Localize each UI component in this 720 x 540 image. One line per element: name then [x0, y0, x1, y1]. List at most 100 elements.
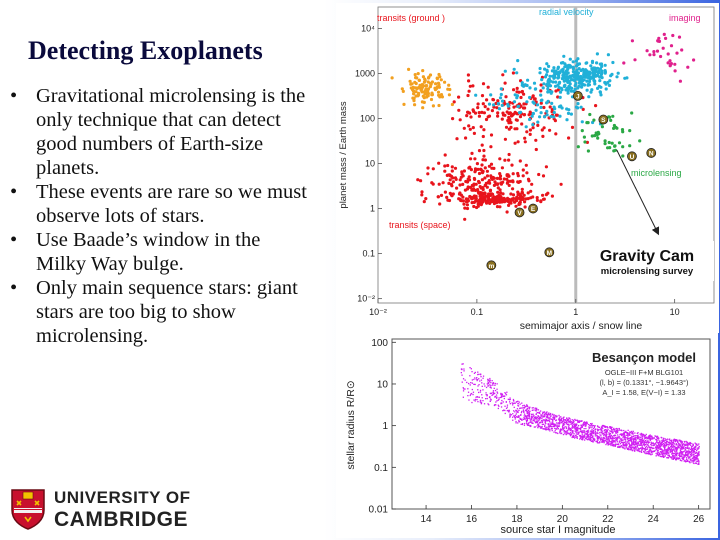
radial-velocity-point [545, 101, 549, 105]
radial-velocity-point [558, 90, 563, 94]
star-point [639, 433, 641, 435]
star-point [623, 445, 625, 447]
star-point [583, 421, 585, 424]
star-point [606, 437, 608, 439]
star-point [487, 382, 490, 385]
star-point [596, 441, 598, 443]
bullet-text: These events are rare so we must observe… [36, 181, 307, 227]
transit-space-point [507, 158, 511, 162]
star-point [697, 458, 699, 460]
star-point [556, 416, 558, 418]
star-point [591, 436, 593, 438]
star-point [673, 449, 675, 451]
star-point [656, 440, 658, 442]
star-point [686, 453, 688, 456]
star-point [581, 438, 583, 441]
star-point [666, 457, 668, 459]
star-point [696, 458, 698, 460]
transit-space-point [523, 140, 527, 144]
star-point [572, 431, 574, 433]
star-point [489, 396, 491, 398]
star-point [632, 431, 634, 434]
star-point [536, 425, 538, 427]
star-point [616, 429, 618, 431]
imaging-point [673, 62, 677, 66]
star-point [693, 448, 696, 450]
transit-space-point [481, 134, 485, 139]
star-point [543, 411, 546, 413]
star-point [631, 433, 633, 435]
transit-space-point [473, 111, 478, 115]
star-point [525, 415, 527, 418]
transit-ground-point [418, 83, 422, 87]
transit-space-point [516, 192, 520, 197]
star-point [585, 424, 587, 426]
star-point [670, 449, 672, 452]
star-point [576, 423, 578, 425]
star-point [511, 402, 513, 404]
star-point [607, 442, 609, 444]
star-point [660, 443, 662, 446]
transit-space-point [479, 125, 483, 129]
star-point [675, 439, 677, 442]
solar-planet-label: J [576, 94, 580, 101]
star-point [698, 454, 700, 456]
transit-space-point [516, 180, 520, 184]
transit-space-point [443, 153, 447, 157]
star-point [664, 455, 666, 457]
radial-velocity-point [554, 80, 558, 84]
star-point [581, 432, 583, 434]
star-point [611, 428, 613, 431]
star-point [574, 418, 576, 421]
transit-space-point [471, 126, 475, 130]
star-point [591, 440, 593, 442]
star-point [572, 434, 575, 437]
star-point [572, 419, 575, 421]
star-point [617, 430, 619, 432]
imaging-point [648, 53, 652, 57]
star-point [545, 419, 547, 422]
radial-velocity-point [587, 76, 591, 80]
star-point [671, 449, 673, 451]
star-point [663, 442, 665, 445]
microlensing-point [609, 118, 613, 122]
star-point [680, 442, 683, 444]
star-point [595, 433, 597, 435]
star-point [470, 393, 472, 395]
star-point [506, 404, 509, 406]
star-point [624, 440, 627, 442]
star-point [541, 423, 543, 426]
star-point [548, 425, 550, 428]
star-point [478, 396, 480, 398]
star-point [629, 437, 632, 439]
star-point [634, 438, 636, 440]
star-point [468, 399, 470, 401]
transit-space-point [437, 161, 441, 165]
star-point [586, 421, 588, 423]
transit-ground-point [446, 87, 450, 91]
star-point [673, 453, 676, 455]
star-point [500, 393, 503, 395]
star-point [661, 448, 663, 451]
star-point [645, 433, 647, 436]
star-point [560, 419, 563, 421]
star-point [651, 446, 653, 448]
star-point [594, 433, 596, 435]
star-point [512, 398, 515, 401]
y-tick-label: 10 [377, 379, 389, 390]
radial-velocity-point [590, 59, 595, 63]
star-point [526, 419, 528, 421]
radial-velocity-point [581, 67, 585, 71]
star-point [590, 430, 592, 432]
star-point [483, 403, 486, 405]
solar-planet-marker [486, 260, 497, 271]
transit-space-point [466, 177, 470, 181]
star-point [500, 402, 502, 404]
radial-velocity-point [587, 95, 591, 99]
star-point [626, 434, 628, 436]
star-point [492, 390, 495, 392]
star-point [620, 441, 623, 444]
radial-velocity-point [539, 93, 543, 97]
star-point [514, 414, 516, 416]
